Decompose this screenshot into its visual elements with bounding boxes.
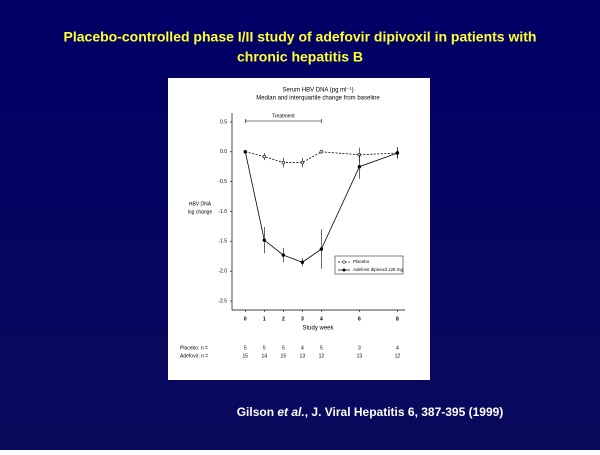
x-tick-label: 4 [320, 316, 323, 322]
legend-marker [342, 260, 346, 264]
n-table-value: 13 [300, 353, 306, 359]
citation-author: Gilson [237, 405, 278, 419]
n-table-value: 13 [357, 353, 363, 359]
n-table-value: 5 [320, 345, 323, 351]
y-axis-label: log change [188, 209, 213, 215]
citation-rest: , J. Viral Hepatitis 6, 387-395 (1999) [305, 405, 504, 419]
chart-title: Serum HBV DNA (pg ml⁻¹) [282, 88, 353, 94]
slide-title: Placebo-controlled phase I/II study of a… [64, 29, 537, 45]
data-point [243, 150, 248, 154]
legend-box [334, 255, 404, 275]
data-point [262, 154, 267, 159]
x-tick-label: 3 [301, 316, 304, 322]
legend-marker [342, 268, 346, 272]
slide-title: chronic hepatitis B [237, 49, 363, 65]
x-tick-label: 8 [396, 316, 399, 322]
x-tick-label: 1 [263, 316, 266, 322]
x-tick-label: 6 [358, 316, 361, 322]
y-axis-label: HBV DNA [189, 201, 212, 207]
n-table-value: 12 [319, 353, 325, 359]
data-point [300, 260, 305, 264]
data-point [262, 238, 267, 242]
n-table-value: 4 [396, 345, 399, 351]
y-tick-label: -1.5 [218, 239, 227, 245]
data-point [319, 150, 324, 154]
n-table-label: Placebo: n = [180, 345, 208, 351]
data-point [281, 253, 286, 257]
data-point [300, 160, 305, 165]
x-tick-label: 0 [244, 316, 247, 322]
y-tick-label: 0.5 [220, 119, 227, 125]
n-table-value: 4 [301, 345, 304, 351]
y-tick-label: -2.5 [218, 298, 227, 304]
x-axis-label: Study week [302, 326, 334, 332]
n-table-value: 5 [263, 345, 266, 351]
y-tick-label: -2.0 [218, 269, 227, 275]
data-point [281, 160, 286, 165]
n-table-value: 15 [243, 353, 249, 359]
annotation: Treatment [272, 113, 295, 119]
n-table-value: 15 [281, 353, 287, 359]
data-point [319, 247, 324, 251]
citation-etal: et al. [277, 405, 304, 419]
y-tick-label: -1.0 [218, 209, 227, 215]
chart: Serum HBV DNA (pg ml⁻¹) Median and inter… [180, 88, 405, 359]
y-tick-label: 0.0 [220, 149, 227, 155]
chart-panel [168, 78, 430, 380]
legend-label: Adefovir dipivoxil 125 mg [353, 267, 404, 272]
n-table-value: 5 [244, 345, 247, 351]
n-table-label: Adefovir: n = [180, 353, 208, 359]
x-tick-label: 2 [282, 316, 285, 322]
chart-subtitle: Median and interquartile change from bas… [256, 96, 380, 102]
n-table-value: 14 [262, 353, 268, 359]
n-table-value: 5 [282, 345, 285, 351]
data-point [395, 151, 400, 155]
data-point [357, 165, 362, 169]
citation: Gilson et al., J. Viral Hepatitis 6, 387… [237, 405, 504, 419]
legend-label: Placebo [353, 259, 370, 264]
y-tick-label: -0.5 [218, 179, 227, 185]
n-table-value: 3 [358, 345, 361, 351]
n-table-value: 12 [395, 353, 401, 359]
